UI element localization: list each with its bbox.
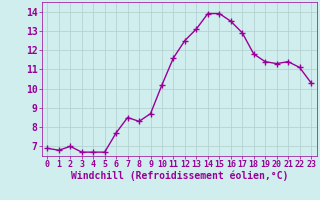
X-axis label: Windchill (Refroidissement éolien,°C): Windchill (Refroidissement éolien,°C) [70, 171, 288, 181]
